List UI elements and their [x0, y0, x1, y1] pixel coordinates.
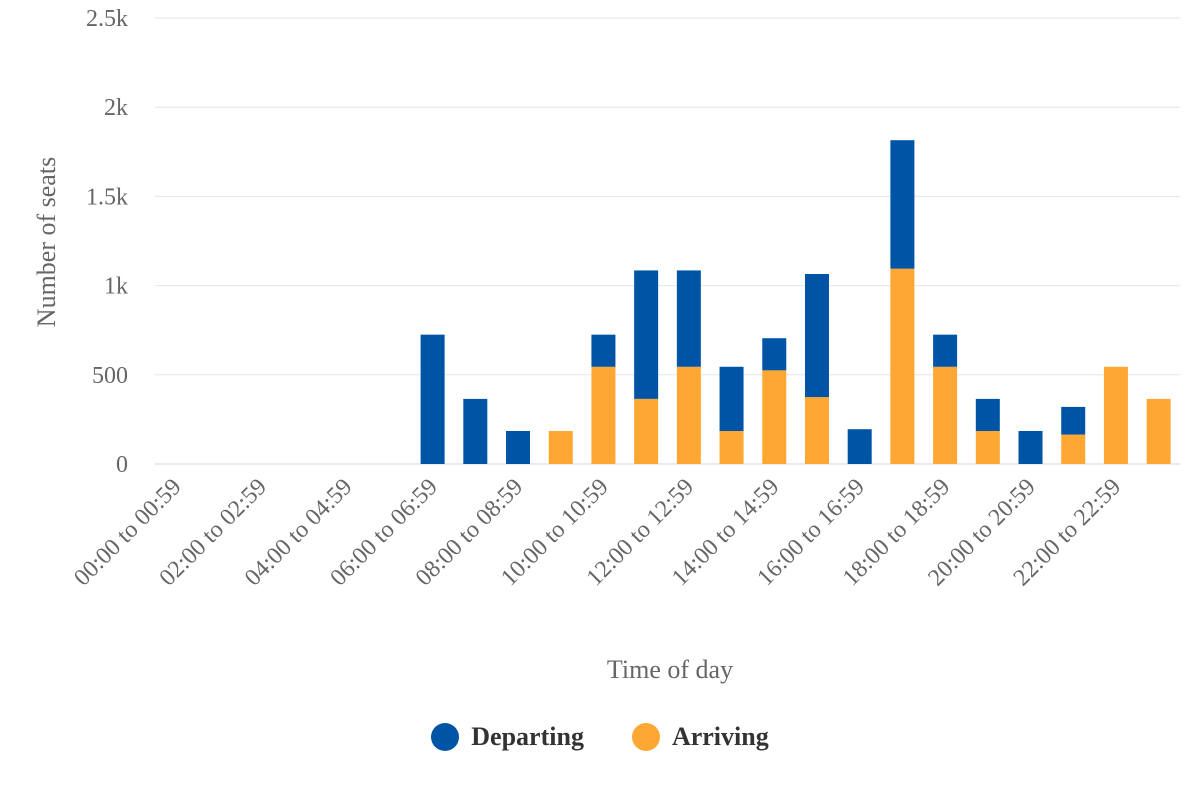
- departing-swatch-icon: [431, 723, 460, 751]
- arriving-swatch-icon: [631, 723, 660, 751]
- bar-departing[interactable]: [591, 334, 616, 367]
- grid-lines: [155, 17, 1180, 465]
- legend-label-departing: Departing: [471, 722, 584, 751]
- bar-arriving[interactable]: [890, 268, 915, 464]
- bar-departing[interactable]: [506, 430, 531, 464]
- y-tick-label: 2k: [104, 95, 128, 121]
- bar-arriving[interactable]: [676, 366, 701, 464]
- bar-arriving[interactable]: [804, 397, 829, 464]
- bar-arriving[interactable]: [762, 370, 787, 464]
- bar-arriving[interactable]: [591, 366, 616, 464]
- legend-label-arriving: Arriving: [671, 722, 769, 751]
- legend-item-departing[interactable]: Departing: [431, 722, 584, 752]
- bar-arriving[interactable]: [1061, 434, 1086, 464]
- x-axis-title: Time of day: [607, 655, 733, 684]
- bar-arriving[interactable]: [1103, 366, 1128, 464]
- bar-arriving[interactable]: [548, 430, 573, 464]
- bar-departing[interactable]: [719, 366, 744, 431]
- bar-departing[interactable]: [1018, 430, 1043, 464]
- bar-departing[interactable]: [676, 270, 701, 367]
- bar-departing[interactable]: [634, 270, 659, 399]
- bar-departing[interactable]: [420, 334, 445, 464]
- y-tick-label: 0: [116, 452, 128, 478]
- bar-arriving[interactable]: [975, 430, 1000, 464]
- y-tick-label: 500: [92, 363, 128, 389]
- y-tick-label: 1k: [104, 274, 128, 300]
- y-axis-title: Number of seats: [32, 157, 61, 327]
- bar-departing[interactable]: [1061, 406, 1086, 435]
- bar-departing[interactable]: [804, 274, 829, 398]
- y-tick-label: 1.5k: [86, 184, 128, 210]
- bar-arriving[interactable]: [933, 366, 958, 464]
- bars: [420, 140, 1171, 464]
- bar-departing[interactable]: [933, 334, 958, 367]
- bar-arriving[interactable]: [1146, 398, 1171, 464]
- bar-departing[interactable]: [762, 338, 787, 371]
- bar-departing[interactable]: [890, 140, 915, 269]
- y-axis-ticks: 0 500 1k 1.5k 2k 2.5k: [86, 6, 128, 478]
- bar-departing[interactable]: [463, 398, 488, 464]
- legend-item-arriving[interactable]: Arriving: [631, 722, 769, 752]
- y-tick-label: 2.5k: [86, 6, 128, 32]
- chart-legend: Departing Arriving: [0, 722, 1200, 752]
- bar-arriving[interactable]: [719, 430, 744, 464]
- bar-departing[interactable]: [975, 398, 1000, 431]
- bar-departing[interactable]: [847, 429, 872, 464]
- bar-arriving[interactable]: [634, 398, 659, 464]
